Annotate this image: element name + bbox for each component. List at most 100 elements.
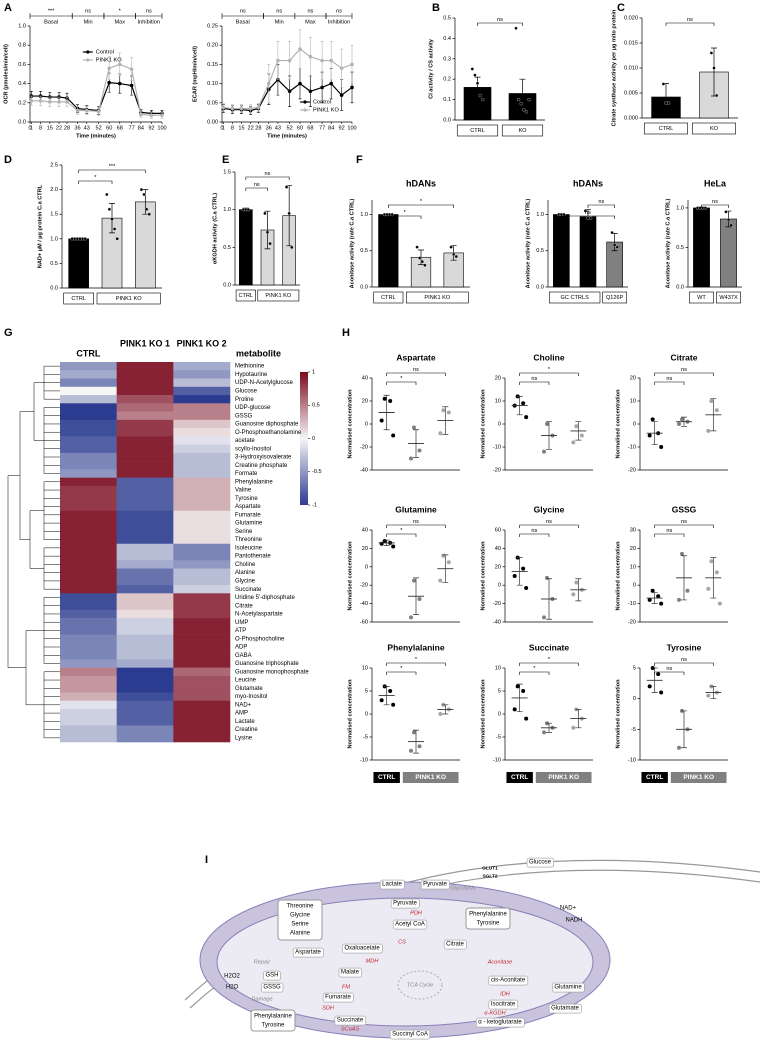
heatmap-cell — [173, 684, 231, 693]
heatmap-cell — [116, 477, 174, 487]
heatmap-cell — [60, 469, 117, 478]
y-tick-label: 0.5 — [536, 248, 544, 254]
data-point — [659, 690, 664, 695]
row-label: Formate — [235, 471, 258, 477]
heatmap-cell — [60, 609, 117, 619]
significance-bracket — [654, 524, 714, 528]
y-axis-label: Normalised concentration — [480, 389, 486, 459]
diagram-label: Aconitase — [487, 959, 513, 965]
y-tick-label: 0.5 — [223, 245, 231, 251]
x-tick-label: 60 — [297, 125, 303, 131]
y-tick-label: -5 — [363, 734, 368, 740]
error-bar — [264, 210, 271, 250]
heatmap-cell — [116, 609, 174, 619]
heatmap-cell — [173, 436, 231, 445]
row-label: Hypotaurine — [235, 372, 268, 378]
category-box — [689, 291, 714, 304]
legend-marker — [303, 100, 307, 104]
bar — [239, 209, 253, 286]
heatmap-cell — [60, 411, 117, 421]
label-box — [379, 879, 405, 890]
data-point — [284, 185, 289, 189]
heatmap-cell — [173, 543, 231, 553]
heatmap-cell — [116, 461, 174, 470]
data-point — [417, 597, 422, 601]
diagram-label: Phenylalanine — [469, 912, 507, 918]
data-point — [542, 615, 546, 620]
y-tick-label: -60 — [360, 619, 368, 625]
data-point — [574, 424, 579, 429]
significance-bracket — [665, 22, 715, 26]
group-box — [402, 772, 459, 783]
y-axis-label: Aconitase activity (rate C.a CTRL) — [525, 198, 531, 288]
diagram-label: Citrate — [446, 942, 464, 948]
category-label: Q126P — [606, 295, 624, 301]
diagram-label: Succinyl CoA — [392, 1032, 428, 1038]
data-point — [656, 672, 661, 677]
data-point — [650, 588, 655, 593]
category-label: W437X — [719, 295, 738, 301]
group-label: CTRL — [511, 774, 528, 781]
data-point — [329, 58, 334, 63]
category-label: PINK1 KO — [116, 296, 142, 302]
legend-label: PINK1 KO — [96, 57, 122, 63]
label-box — [261, 982, 284, 993]
y-axis-label: Normalised concentration — [480, 541, 486, 611]
label-box — [389, 1029, 431, 1040]
y-tick-label: 0.0 — [50, 285, 58, 291]
dendrogram-branches — [7, 365, 60, 739]
data-point — [415, 245, 419, 249]
heatmap-cell — [116, 362, 174, 371]
y-tick-label: 0 — [365, 564, 368, 570]
significance-label: * — [548, 367, 551, 373]
significance-label: ns — [598, 199, 604, 205]
x-tick-label: 8 — [231, 125, 234, 131]
data-point — [409, 615, 413, 620]
y-tick-label: 0.8 — [18, 43, 26, 49]
category-box — [644, 122, 688, 135]
diagram-label: IDH — [500, 991, 511, 997]
heatmap-cell — [173, 585, 231, 594]
category-box — [235, 289, 256, 302]
section-label: Max — [114, 19, 125, 25]
x-tick-label: 68 — [117, 125, 123, 131]
row-label: acetate — [235, 438, 255, 444]
data-point — [521, 566, 526, 571]
heatmap-cell — [116, 428, 174, 437]
y-tick-label: 30 — [630, 527, 636, 533]
heatmap-cell — [173, 560, 231, 569]
heatmap-cell — [60, 585, 117, 594]
data-point — [339, 66, 344, 71]
y-tick-label: 0.0 — [360, 284, 368, 290]
legend-marker — [86, 58, 90, 62]
heatmap-cell — [60, 708, 117, 718]
chart-title: Citrate — [671, 352, 698, 362]
heatmap-cell — [116, 436, 174, 445]
chart-title: hDANs — [406, 178, 436, 188]
data-point — [417, 744, 422, 749]
significance-label: ns — [413, 367, 419, 373]
data-point — [287, 211, 291, 216]
significance-label: * — [548, 657, 551, 663]
data-point — [709, 399, 714, 403]
x-tick-label: 92 — [338, 125, 344, 131]
x-tick-label: 28 — [255, 125, 261, 131]
heatmap-cell — [173, 518, 231, 528]
diagram-label: Pyruvate — [423, 882, 447, 888]
heatmap-cell — [60, 700, 117, 710]
category-box — [96, 292, 161, 305]
diagram-label: Serine — [291, 922, 309, 928]
y-axis-label: Aconitase activity (rate C.a CTRL) — [665, 198, 671, 288]
data-point — [519, 102, 523, 106]
data-point — [475, 81, 480, 85]
data-point — [350, 85, 354, 90]
y-tick-label: 40 — [495, 546, 501, 552]
y-axis-label: Normalised concentration — [347, 389, 353, 459]
data-point — [320, 58, 324, 63]
section-label: Basal — [44, 19, 58, 25]
heatmap-cell — [60, 576, 117, 586]
row-label: Valine — [235, 488, 252, 494]
data-point — [726, 218, 731, 222]
y-tick-label: -20 — [360, 444, 368, 450]
heatmap-cell — [173, 733, 231, 743]
